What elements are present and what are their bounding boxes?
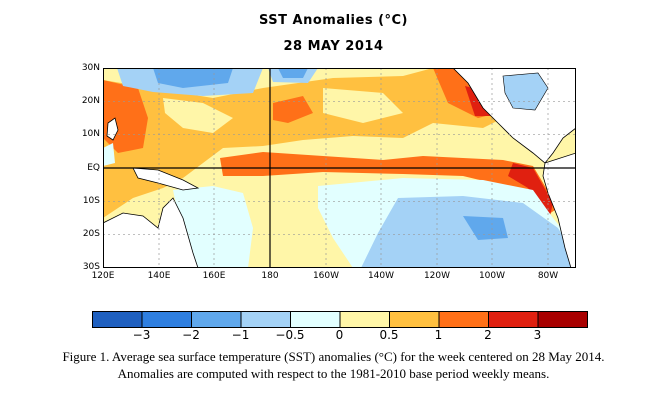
colorbar [92, 311, 588, 328]
colorbar-label: −0.5 [275, 328, 305, 342]
colorbar-label: 0.5 [379, 328, 399, 342]
lat-label: 30N [81, 63, 100, 73]
land-new-guinea [132, 167, 200, 191]
region-anomaly-2-3 [465, 86, 553, 216]
caption-line-2: Anomalies are computed with respect to t… [117, 366, 550, 381]
chart-date: 28 MAY 2014 [283, 39, 384, 54]
lon-label: 80W [537, 271, 559, 281]
colorbar-bin [488, 311, 539, 328]
colorbar-bin [240, 311, 291, 328]
gulf-of-mexico [502, 72, 549, 111]
lon-label: 180 [261, 271, 279, 281]
land-australia [103, 197, 199, 268]
colorbar-label: 2 [484, 328, 492, 342]
lon-label: 100W [478, 271, 506, 281]
region-anomaly-0-0.5-patch [163, 88, 403, 133]
colorbar-bin [141, 311, 192, 328]
land-south-america [542, 152, 576, 268]
lat-label: 30S [82, 262, 100, 272]
colorbar-bin [389, 311, 440, 328]
sst-anomaly-map [103, 68, 576, 268]
region-anomaly-minus1-minus0.5 [117, 68, 576, 268]
colorbar-bin [339, 311, 390, 328]
lon-label: 140W [367, 271, 395, 281]
colorbar-label: −3 [132, 328, 151, 342]
lat-label: 20N [81, 96, 100, 106]
lat-label: 20S [82, 229, 100, 239]
lon-label: 160W [312, 271, 340, 281]
lon-label: 160E [202, 271, 226, 281]
colorbar-label: −2 [182, 328, 200, 342]
colorbar-bin [92, 311, 143, 328]
map-frame [103, 68, 576, 268]
lat-label: 10S [82, 196, 100, 206]
colorbar-label: 3 [533, 328, 542, 342]
lon-label: 140E [147, 271, 171, 281]
lon-label: 120W [423, 271, 451, 281]
colorbar-bin [537, 311, 588, 328]
chart-title: SST Anomalies (°C) [258, 13, 409, 28]
lon-label: 120E [91, 271, 115, 281]
colorbar-bin [438, 311, 489, 328]
colorbar-bin [290, 311, 341, 328]
colorbar-bin [191, 311, 242, 328]
colorbar-label: −1 [231, 328, 250, 342]
lat-label: 10N [81, 129, 100, 139]
colorbar-label: 1 [434, 328, 443, 342]
caption-line-1: Figure 1. Average sea surface temperatur… [62, 349, 605, 364]
colorbar-label: 0 [335, 328, 344, 342]
lat-label: EQ [87, 163, 100, 173]
region-anomaly-minus2-minus1 [153, 68, 508, 240]
